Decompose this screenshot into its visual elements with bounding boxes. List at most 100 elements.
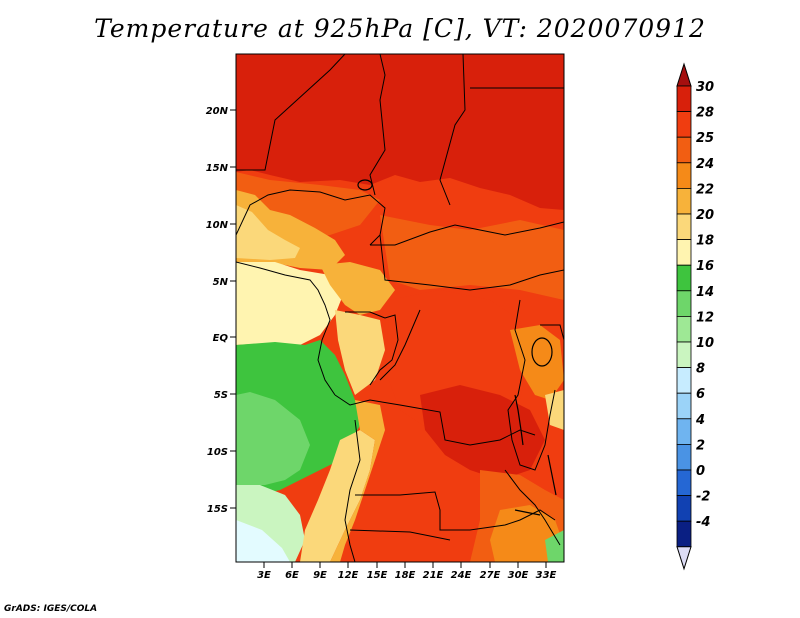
colorbar-label: 2 (696, 438, 705, 453)
grads-credit: GrADS: IGES/COLA (4, 604, 98, 614)
colorbar-label: 6 (696, 387, 705, 402)
lon-label: 30E (508, 570, 529, 581)
lat-label: 15N (206, 163, 229, 174)
colorbar-swatch (676, 315, 692, 343)
field-south-cyan (236, 520, 290, 562)
lat-tick: 5N (213, 277, 236, 288)
lon-label: 9E (313, 570, 327, 581)
lon-tick: 15E (367, 562, 388, 581)
colorbar-swatch (676, 85, 692, 113)
border-nigeria-north (236, 189, 386, 246)
colorbar-swatch (676, 264, 692, 292)
lat-tick: 10S (207, 447, 236, 458)
lon-tick: 12E (338, 562, 359, 581)
field-southeast-lightorange (490, 505, 564, 562)
colorbar-label: 10 (696, 336, 714, 351)
colorbar-label: -4 (696, 515, 710, 530)
map-title: Temperature at 925hPa [C], VT: 202007091… (94, 14, 706, 43)
colorbar-swatch (676, 392, 692, 420)
colorbar-swatch (676, 469, 692, 497)
lon-tick: 27E (480, 562, 501, 581)
colorbar-label: 8 (696, 362, 705, 377)
colorbar-label: 16 (696, 259, 714, 274)
lon-tick: 30E (508, 562, 529, 581)
colorbar-label: 30 (696, 80, 714, 95)
border-congo-river (379, 309, 421, 381)
colorbar-label: 25 (696, 131, 714, 146)
border-car-north (370, 221, 564, 246)
colorbar-label: 12 (696, 310, 714, 325)
lon-tick: 33E (536, 562, 557, 581)
field-sahara-hot (236, 54, 564, 210)
lat-axis: 20N 15N 10N 5N EQ 5S 10S 15S (206, 106, 236, 515)
lon-label: 27E (480, 570, 501, 581)
coast-angola (344, 419, 361, 562)
lon-label: 18E (395, 570, 416, 581)
lon-tick: 21E (423, 562, 444, 581)
lon-label: 24E (451, 570, 472, 581)
field-westafrica-yellow (236, 205, 300, 260)
lake-malawi (547, 454, 557, 496)
colorbar-swatch (676, 341, 692, 369)
border-zambia-zimbabwe (504, 469, 561, 546)
border-namibia-caprivi (349, 529, 451, 541)
field-angola-coast-amber (330, 400, 385, 562)
border-chad-sudan (439, 54, 466, 206)
colorbar-swatch (676, 136, 692, 164)
colorbar-swatch (676, 290, 692, 317)
lon-label: 21E (423, 570, 444, 581)
colorbar-top-arrow (676, 62, 692, 87)
colorbar-swatch (676, 111, 692, 138)
lon-label: 15E (367, 570, 388, 581)
lake-victoria (531, 337, 553, 367)
lat-label: 5S (214, 390, 228, 401)
lat-label: 10S (207, 447, 228, 458)
lon-axis: 3E 6E 9E 12E 15E 18E 21E 24E 27E 30E 33E (257, 562, 557, 581)
field-angola-coast-yellow (300, 430, 375, 562)
colorbar-swatch (676, 443, 692, 471)
field-eastafrica-yellow (545, 390, 564, 430)
lat-label: EQ (213, 333, 229, 344)
lon-tick: 18E (395, 562, 416, 581)
field-cameroon-amber (320, 262, 395, 315)
colorbar-label: 18 (696, 234, 714, 249)
field-gabon-yellow (335, 310, 385, 395)
lat-tick: EQ (213, 333, 236, 344)
lon-label: 12E (338, 570, 359, 581)
lon-label: 33E (536, 570, 557, 581)
colorbar-swatch (676, 187, 692, 215)
border-uganda (540, 324, 564, 341)
colorbar-swatch (676, 367, 692, 394)
lon-tick: 6E (285, 562, 299, 581)
colorbar-swatch (676, 239, 692, 266)
border-mali-algeria (236, 54, 346, 171)
colorbar-label: 20 (696, 208, 714, 223)
lat-tick: 5S (214, 390, 236, 401)
border-angola-namibia (355, 491, 556, 531)
coast-gulf-guinea (236, 261, 336, 396)
colorbar-label: 22 (696, 182, 714, 197)
lon-tick: 9E (313, 562, 327, 581)
border-car-south (379, 234, 564, 291)
field-atlantic-lightgreen (236, 392, 310, 485)
colorbar-label: -2 (696, 490, 710, 505)
colorbar-swatch (676, 213, 692, 241)
lat-label: 20N (206, 106, 229, 117)
lon-tick: 24E (451, 562, 472, 581)
lake-chad (357, 179, 373, 191)
border-drc-angola (334, 394, 536, 446)
field-central-orange (380, 215, 564, 300)
borders (236, 54, 564, 562)
colorbar-label: 14 (696, 285, 714, 300)
field-katanga-hot (420, 385, 545, 480)
colorbar-swatch (676, 495, 692, 522)
colorbar-label: 0 (696, 464, 705, 479)
field-gulf-pale (236, 262, 345, 345)
colorbar-label: 24 (696, 157, 714, 172)
lat-tick: 20N (206, 106, 236, 117)
colorbar-label: 4 (695, 413, 705, 428)
lat-tick: 15S (207, 504, 236, 515)
border-niger-chad (369, 54, 386, 196)
field-southeast-green (545, 530, 564, 562)
lat-tick: 10N (206, 220, 236, 231)
